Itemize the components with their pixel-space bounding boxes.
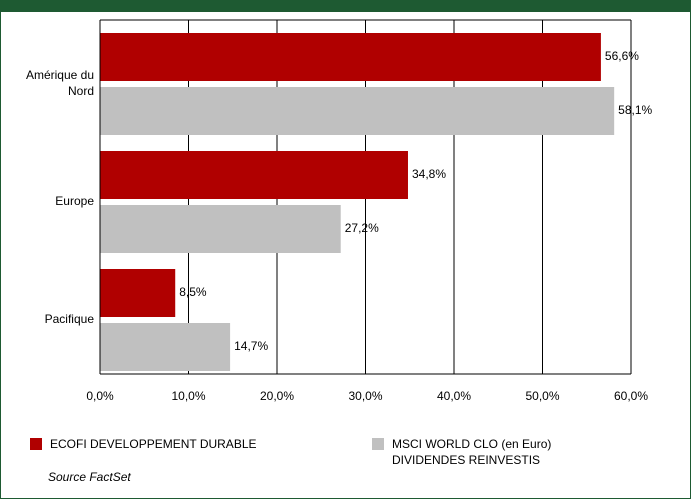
x-tick-label: 40,0% [437, 389, 471, 403]
x-tick-label: 30,0% [348, 389, 382, 403]
x-tick-label: 10,0% [171, 389, 205, 403]
bar [100, 33, 601, 81]
bar [100, 151, 408, 199]
x-tick-label: 50,0% [525, 389, 559, 403]
bar [100, 269, 176, 317]
bar [100, 323, 231, 371]
x-tick-label: 20,0% [260, 389, 294, 403]
value-label: 56,6% [605, 49, 639, 63]
legend-label: MSCI WORLD CLO (en Euro) DIVIDENDES REIN… [392, 437, 552, 467]
legend-swatch [372, 438, 384, 450]
bar [100, 87, 615, 135]
legend-swatch [30, 438, 42, 450]
y-tick-label: Pacifique [44, 312, 94, 326]
y-tick-label: Amérique du Nord [25, 68, 94, 98]
header-bar [0, 0, 691, 12]
x-tick-label: 0,0% [86, 389, 114, 403]
legend-label: ECOFI DEVELOPPEMENT DURABLE [50, 437, 257, 451]
bar [100, 205, 341, 253]
value-label: 34,8% [412, 167, 446, 181]
value-label: 14,7% [234, 339, 268, 353]
value-label: 58,1% [618, 103, 652, 117]
x-tick-label: 60,0% [614, 389, 648, 403]
value-label: 8,5% [179, 285, 207, 299]
y-tick-label: Europe [55, 194, 94, 208]
value-label: 27,2% [345, 221, 379, 235]
source: Source FactSet [48, 470, 131, 484]
